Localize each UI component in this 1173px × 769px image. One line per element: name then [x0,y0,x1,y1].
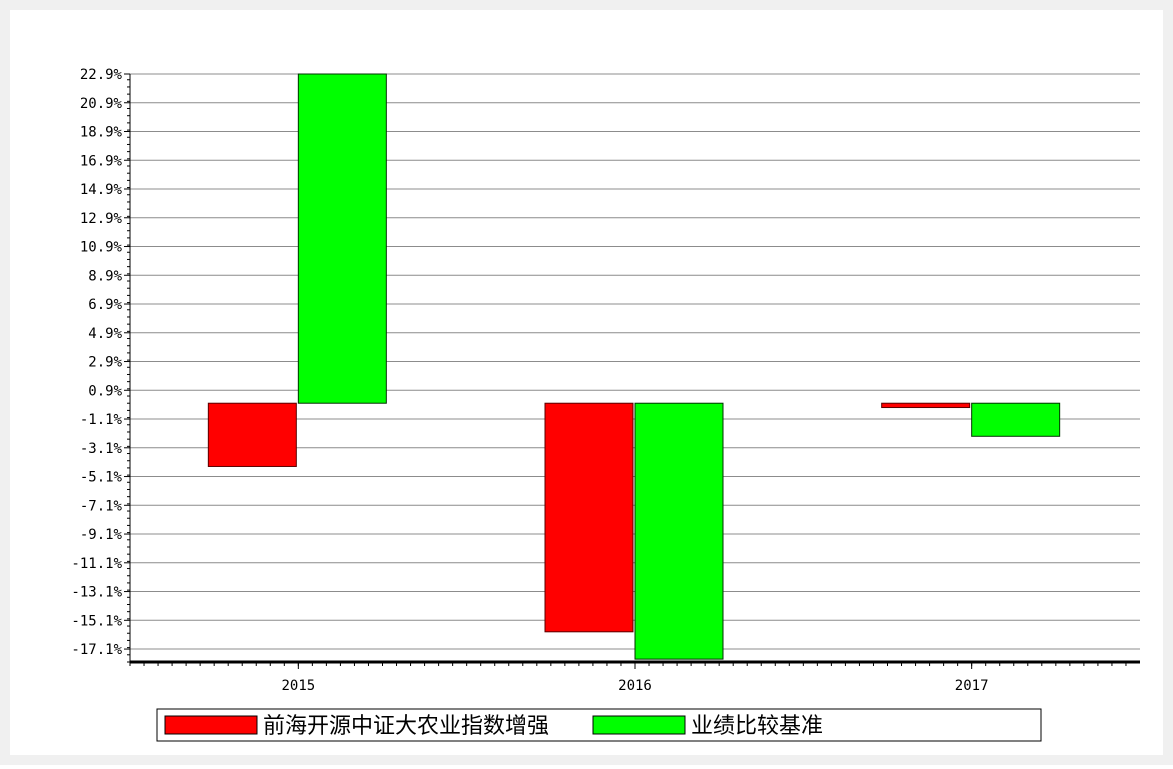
bar [634,402,724,660]
legend-swatch [164,715,258,735]
y-tick-label: -1.1% [80,412,123,428]
y-tick-label: 20.9% [80,96,123,112]
bar [207,402,297,467]
y-tick-label: 6.9% [88,297,122,313]
y-tick-label: 0.9% [88,383,122,399]
y-tick-label: -13.1% [71,585,122,601]
y-tick-label: -7.1% [80,498,123,514]
y-tick-label: 8.9% [88,268,122,284]
y-axis: 22.9% 20.9% 18.9% 16.9% 14.9% 12.9% 10.9% 8.9% 6… [71,67,131,663]
y-tick-label: -11.1% [71,556,122,572]
y-tick-label: 16.9% [80,153,123,169]
bar [544,402,634,633]
bar [881,402,971,409]
x-axis: 2015 2016 2017 [129,660,1140,694]
y-tick-label: -5.1% [80,470,123,486]
bar [297,73,387,404]
y-tick-label: -3.1% [80,441,123,457]
y-tick-label: 12.9% [80,211,123,227]
y-tick-label: 2.9% [88,355,122,371]
legend-swatch [592,715,686,735]
x-tick-label: 2016 [618,678,652,694]
y-tick-label: 10.9% [80,240,123,256]
legend-label: 业绩比较基准 [691,714,823,739]
y-tick-label: 14.9% [80,182,123,198]
bar [971,402,1061,437]
legend: 前海开源中证大农业指数增强 业绩比较基准 [156,708,1042,742]
y-tick-label: 18.9% [80,125,123,141]
chart-panel [10,10,1163,755]
y-tick-label: -15.1% [71,613,122,629]
y-tick-label: -9.1% [80,527,123,543]
legend-label: 前海开源中证大农业指数增强 [263,714,549,739]
y-tick-label: -17.1% [71,642,122,658]
y-tick-label: 4.9% [88,326,122,342]
bars [207,73,1061,660]
x-tick-label: 2015 [281,678,315,694]
y-tick-label: 22.9% [80,67,123,83]
x-tick-label: 2017 [955,678,989,694]
